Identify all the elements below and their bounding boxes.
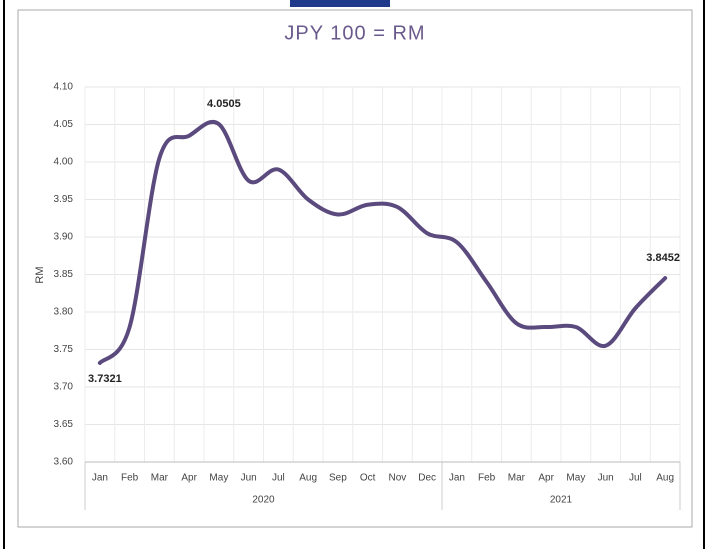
y-tick-label: 4.05 [54,119,74,130]
y-tick-label: 3.60 [54,457,74,468]
y-tick-label: 3.90 [54,232,74,243]
y-tick-label: 3.85 [54,269,74,280]
outer-frame [3,0,705,549]
x-tick-label: Jul [629,473,642,484]
data-label: 3.7321 [88,373,122,385]
x-tick-label: Jul [272,473,285,484]
y-axis-label: RM [34,266,46,283]
y-tick-label: 3.70 [54,382,74,393]
x-tick-label: May [566,473,585,484]
y-tick-label: 3.80 [54,307,74,318]
x-tick-label: Jan [449,473,465,484]
cropped-heading [290,0,390,7]
y-tick-label: 3.95 [54,194,74,205]
series-line [97,119,668,365]
x-tick-label: Aug [656,473,674,484]
x-tick-label: Jan [92,473,108,484]
chart-title: JPY 100 = RM [284,22,425,44]
x-tick-label: Mar [508,473,526,484]
y-tick-label: 3.65 [54,419,74,430]
y-tick-label: 4.10 [54,82,74,93]
y-tick-label: 4.00 [54,157,74,168]
data-label: 4.0505 [207,98,241,110]
chart-frame [17,9,693,528]
x-tick-label: Feb [121,473,139,484]
data-label: 3.8452 [646,252,680,264]
y-tick-label: 3.75 [54,344,74,355]
x-tick-label: Oct [360,473,376,484]
x-tick-label: May [209,473,228,484]
x-tick-label: Jun [598,473,614,484]
x-tick-label: Feb [478,473,496,484]
x-tick-label: Nov [388,473,406,484]
group-label: 2021 [550,495,573,506]
x-tick-label: Dec [418,473,436,484]
group-label: 2020 [252,495,275,506]
x-tick-label: Apr [181,473,197,484]
x-tick-label: Aug [299,473,317,484]
x-tick-label: Sep [329,473,347,484]
x-tick-label: Jun [241,473,257,484]
x-tick-label: Apr [538,473,554,484]
x-tick-label: Mar [151,473,169,484]
